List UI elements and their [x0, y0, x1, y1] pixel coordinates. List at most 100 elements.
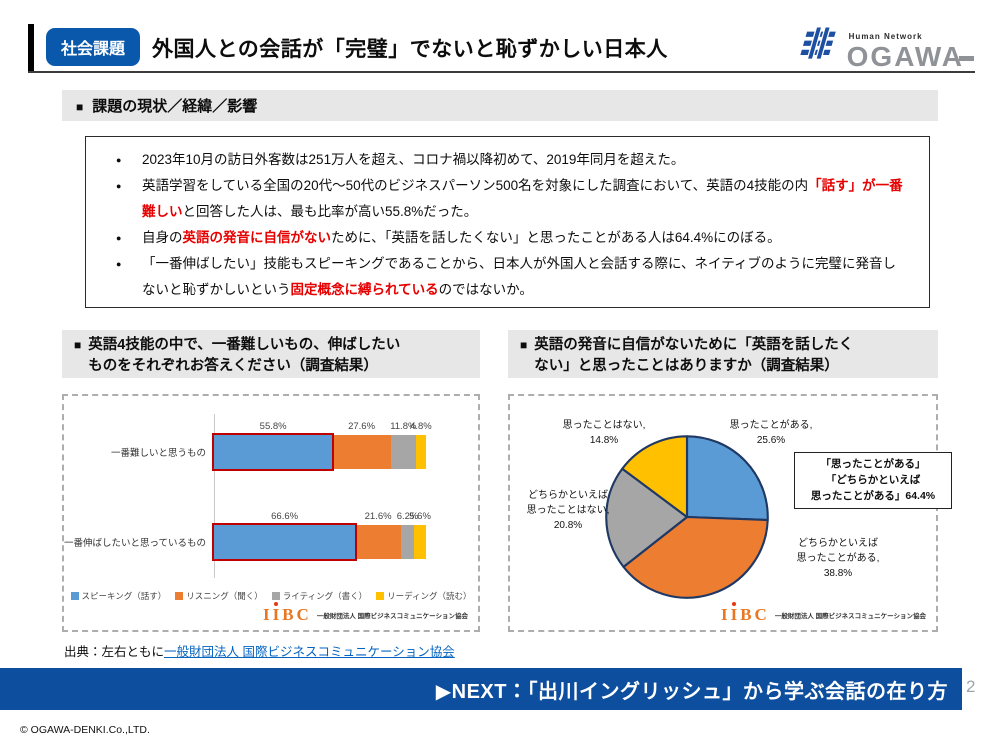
page-number: 2 — [966, 677, 976, 696]
iibc-caption: 一般財団法人 国際ビジネスコミュニケーション協会 — [774, 612, 926, 620]
pie-label-dochiraka-aru: どちらかといえば 思ったことがある, 38.8% — [778, 536, 898, 581]
body-text: 2023年10月の訪日外客数は251万人を超え、コロナ禍以降初めて、2019年同… — [142, 152, 685, 167]
bullet-marker: ● — [116, 233, 122, 243]
logo-name: OGAWA — [847, 43, 974, 71]
bar-segment — [355, 525, 401, 559]
bar-segment — [414, 525, 426, 559]
left-panel-heading-text: 英語4技能の中で、一番難しいもの、伸ばしたい ものをそれぞれお答えください（調査結… — [88, 335, 400, 378]
right-panel-heading-text: 英語の発音に自信がないために「英語を話したく ない」と思ったことはありますか（調査… — [534, 335, 853, 378]
legend-label: リスニング（聞く） — [186, 591, 263, 601]
bar-chart-panel: 一番難しいと思うもの 55.8% 27.6% 11.8% 4.8% 一番伸ばしたいと思って… — [62, 394, 480, 632]
bar-value-label: 55.8% — [259, 421, 287, 432]
text-line: 英語の発音に自信がないために「英語を話したく — [534, 337, 854, 353]
iibc-letter: B — [740, 605, 755, 624]
source-line: 出典：左右ともに一般財団法人 国際ビジネスコミュニケーション協会 — [64, 641, 455, 660]
bar-segment — [211, 433, 335, 471]
text-line: 思ったことがある」64.4% — [810, 489, 936, 502]
bullet-item: ● 自身の英語の発音に自信がないために、「英語を話したくない」と思ったことがある人… — [110, 225, 909, 251]
pie-label-dochiraka-nai: どちらかといえば 思ったことはない, 20.8% — [512, 488, 624, 533]
highlighted-text: 固定概念に縛られている — [290, 282, 439, 297]
bullet-item: ● 「一番伸ばしたい」技能もスピーキングであることから、日本人が外国人と会話する際… — [110, 251, 909, 303]
body-text: 自身の — [142, 230, 183, 245]
square-marker: ■ — [74, 338, 82, 352]
source-prefix: 出典：左右ともに — [64, 645, 165, 659]
body-text: と回答した人は、最も比率が高い55.8%だった。 — [182, 204, 478, 219]
highlighted-text: 「話す」が一番難しい — [142, 178, 903, 219]
right-panel-heading: ■ 英語の発音に自信がないために「英語を話したく ない」と思ったことはありますか（… — [508, 330, 938, 378]
text-line: ものをそれぞれお答えください（調査結果） — [88, 358, 378, 375]
pie-chart — [605, 435, 769, 599]
overview-bullets-box: ● 2023年10月の訪日外客数は251万人を超え、コロナ禍以降初めて、2019年… — [85, 136, 930, 308]
square-marker: ■ — [520, 338, 528, 352]
source-link[interactable]: 一般財団法人 国際ビジネスコミュニケーション協会 — [164, 645, 455, 659]
bullet-marker: ● — [116, 155, 122, 165]
pie-label-line: 思ったことがある, — [796, 553, 880, 564]
legend-label: リーディング（読む） — [387, 591, 472, 601]
bar-row: 一番伸ばしたいと思っているもの 66.6% 21.6% 6.2% 5.6% — [64, 511, 431, 561]
iibc-letter: I — [272, 605, 283, 624]
pie-label-line: 思ったことはない, — [526, 505, 610, 516]
pie-slice — [622, 515, 769, 599]
legend-label: スピーキング（話す） — [81, 591, 167, 601]
legend-item: リスニング（聞く） — [175, 590, 263, 602]
bullet-item: ● 2023年10月の訪日外客数は251万人を超え、コロナ禍以降初めて、2019年… — [110, 147, 909, 173]
pie-label-line: どちらかといえば — [528, 490, 608, 501]
pie-slice — [605, 467, 689, 568]
ogawa-logo-text: Human Network OGAWA — [847, 33, 974, 71]
bar-chart-legend: スピーキング（話す） リスニング（聞く） ライティング（書く） リーディング（読む） — [64, 590, 478, 602]
category-badge: 社会課題 — [46, 28, 140, 66]
overview-heading: ■ 課題の現状／経緯／影響 — [62, 90, 938, 121]
bar-segment — [211, 523, 358, 561]
legend-swatch — [271, 592, 280, 600]
iibc-letter: I — [262, 605, 273, 624]
pie-label-line: 思ったことがある, — [729, 420, 813, 431]
bar-track: 66.6% 21.6% 6.2% 5.6% — [211, 511, 431, 561]
bullet-list: ● 2023年10月の訪日外客数は251万人を超え、コロナ禍以降初めて、2019年… — [110, 147, 909, 303]
pie-label-line: 20.8% — [553, 520, 583, 531]
body-text: ために、「英語を話したくない」と思ったことがある人は64.4%にのぼる。 — [331, 230, 781, 245]
bar-category-label: 一番難しいと思うもの — [110, 448, 206, 459]
body-text: のではないか。 — [438, 282, 533, 297]
bar-row: 一番難しいと思うもの 55.8% 27.6% 11.8% 4.8% — [64, 421, 432, 471]
legend-item: スピーキング（話す） — [70, 590, 167, 602]
bar-value-label: 5.6% — [409, 511, 431, 522]
bullet-marker: ● — [116, 181, 122, 191]
text-line: ない」と思ったことはありますか（調査結果） — [534, 358, 839, 375]
logo-tagline: Human Network — [848, 32, 923, 41]
bar-value-label: 21.6% — [364, 511, 392, 522]
pie-label-omotta-nai: 思ったことはない, 14.8% — [548, 418, 660, 448]
bullet-item: ● 英語学習をしている全国の20代～50代のビジネスパーソン500名を対象にした調… — [110, 173, 909, 225]
ogawa-hash-icon — [796, 24, 840, 69]
pie-label-omotta-aru: 思ったことがある, 25.6% — [706, 418, 836, 448]
legend-item: リーディング（読む） — [376, 590, 472, 602]
header-divider — [28, 71, 975, 73]
iibc-letter: I — [720, 605, 731, 624]
legend-label: ライティング（書く） — [282, 591, 368, 601]
pie-label-line: 25.6% — [756, 435, 786, 446]
overview-heading-text: 課題の現状／経緯／影響 — [92, 98, 258, 115]
bar-segment — [390, 435, 416, 469]
iibc-caption: 一般財団法人 国際ビジネスコミュニケーション協会 — [316, 612, 468, 620]
pie-label-line: 14.8% — [589, 435, 619, 446]
bar-segment — [400, 525, 415, 559]
copyright: © OGAWA-DENKI.Co.,LTD. — [20, 724, 150, 736]
bar-track: 55.8% 27.6% 11.8% 4.8% — [211, 421, 432, 471]
bar-category-label: 一番伸ばしたいと思っているもの — [64, 538, 207, 549]
bar-value-label: 11.8% — [390, 421, 417, 432]
bar-value-label: 6.2% — [396, 511, 419, 522]
bar-chart-axis — [214, 414, 215, 578]
bar-segment — [332, 435, 391, 469]
iibc-letter: I — [730, 605, 741, 624]
bar-value-label: 4.8% — [410, 421, 432, 432]
left-panel-heading: ■ 英語4技能の中で、一番難しいもの、伸ばしたい ものをそれぞれお答えください（調… — [62, 330, 480, 378]
bar-value-label: 27.6% — [348, 421, 376, 432]
legend-swatch — [70, 592, 79, 600]
bullet-marker: ● — [116, 259, 122, 269]
next-topic-bar: ▶NEXT：「出川イングリッシュ」から学ぶ会話の在り方 — [0, 668, 962, 710]
legend-swatch — [175, 592, 184, 600]
highlighted-text: 英語の発音に自信がない — [182, 230, 332, 245]
ogawa-logo: Human Network OGAWA — [796, 24, 974, 71]
